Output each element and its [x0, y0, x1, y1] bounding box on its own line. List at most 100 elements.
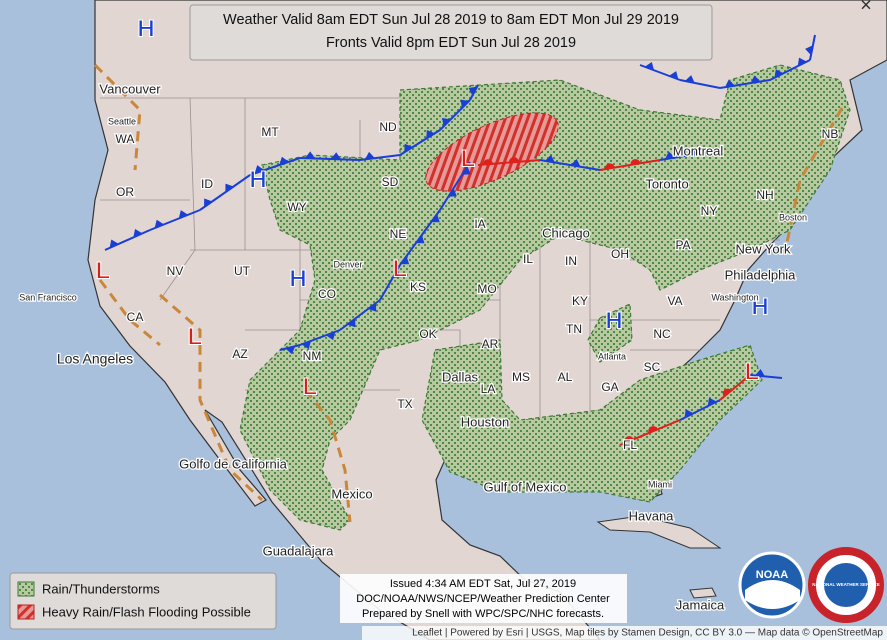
issued-line: Issued 4:34 AM EDT Sat, Jul 27, 2019 — [390, 578, 576, 590]
cold-front-symbol — [750, 75, 761, 84]
cuba — [596, 515, 722, 549]
cold-front-symbol — [204, 198, 213, 208]
cold-front-symbol — [325, 331, 336, 341]
attribution[interactable]: Leaflet | Powered by Esri | USGS, Map ti… — [412, 628, 883, 639]
place-label: MT — [261, 125, 279, 139]
cold-front-symbol — [460, 99, 469, 109]
place-label: Boston — [779, 212, 807, 222]
place-label: SD — [382, 175, 399, 189]
place-label: MS — [512, 370, 530, 384]
place-label: Mexico — [331, 486, 372, 501]
pressure-center: L — [188, 323, 203, 350]
issued-line: DOC/NOAA/NWS/NCEP/Weather Prediction Cen… — [356, 593, 610, 605]
place-label: Los Angeles — [57, 351, 133, 367]
warm-front-symbol — [624, 436, 634, 444]
pressure-center: H — [249, 166, 266, 193]
cold-front-symbol — [109, 239, 119, 248]
front-line — [619, 419, 681, 446]
legend-swatch — [17, 604, 35, 620]
cold-front-symbol — [684, 75, 695, 83]
warm-front-symbol — [482, 159, 493, 165]
front-line — [359, 154, 401, 161]
pressure-center: L — [96, 257, 111, 284]
noaa-text: NOAA — [756, 569, 788, 581]
cold-front-symbol — [301, 340, 311, 350]
place-label: Dallas — [442, 369, 479, 384]
trough — [303, 389, 352, 523]
place-label: CO — [318, 287, 336, 301]
place-label: NB — [822, 127, 839, 141]
cold-front-symbol — [462, 166, 471, 175]
cold-front-symbol — [797, 57, 807, 67]
place-label: LA — [481, 382, 496, 396]
cold-front-symbol — [133, 228, 143, 238]
place-label: NY — [701, 204, 718, 218]
place-label: Toronto — [645, 176, 688, 191]
place-label: Jamaica — [676, 597, 725, 612]
place-label: Guadalajara — [263, 543, 335, 558]
place-label: KY — [572, 294, 588, 308]
cold-front-symbol — [392, 269, 402, 279]
legend-swatch — [17, 581, 35, 597]
place-label: KS — [410, 280, 426, 294]
trough — [159, 293, 264, 502]
cold-front-symbol — [442, 117, 451, 127]
place-label: Philadelphia — [725, 267, 797, 282]
place-label: MO — [477, 282, 496, 296]
cold-front-symbol — [544, 154, 555, 163]
front-line — [379, 264, 401, 301]
place-label: ID — [201, 177, 213, 191]
cold-front-symbol — [404, 143, 413, 153]
place-label: ND — [379, 120, 397, 134]
cold-front-symbol — [644, 61, 655, 71]
trough — [93, 63, 142, 171]
rain-area — [239, 64, 851, 531]
place-label: AL — [558, 370, 573, 384]
place-label: SC — [644, 360, 661, 374]
place-label: CA — [127, 310, 144, 324]
place-label: WA — [116, 132, 135, 146]
place-label: NC — [653, 327, 671, 341]
cold-front-symbol — [431, 214, 440, 223]
place-label: AR — [482, 337, 499, 351]
cold-front-symbol — [724, 79, 735, 88]
place-label: Montreal — [673, 143, 724, 158]
cold-front-symbol — [364, 151, 375, 160]
cold-front-symbol — [754, 368, 765, 377]
place-label: FL — [623, 438, 637, 452]
cold-front-symbol — [285, 346, 296, 355]
cold-front-symbol — [279, 156, 289, 166]
front-line — [477, 159, 541, 166]
place-label: IL — [523, 252, 533, 266]
cold-front-symbol — [690, 147, 701, 156]
place-label: Washington — [711, 292, 758, 302]
cold-front-symbol — [684, 409, 694, 418]
place-label: OK — [419, 327, 436, 341]
warm-front-symbol — [508, 157, 519, 163]
place-label: GA — [601, 380, 618, 394]
attribution-bar — [362, 626, 887, 640]
cold-front-symbol — [707, 397, 717, 407]
place-label: NH — [756, 188, 773, 202]
place-label: WY — [287, 200, 306, 214]
cold-front-symbol — [448, 188, 457, 197]
legend-box — [9, 572, 277, 630]
jamaica-island — [689, 587, 717, 599]
cold-front-symbol — [330, 152, 341, 160]
place-label: Vancouver — [99, 81, 161, 96]
noaa-wave — [745, 580, 800, 609]
pressure-center: L — [745, 358, 760, 385]
place-label: TX — [397, 397, 412, 411]
place-label: VA — [667, 294, 682, 308]
close-button[interactable]: × — [860, 0, 872, 16]
pressure-center: L — [393, 255, 408, 282]
place-label: NE — [390, 227, 407, 241]
legend-label: Heavy Rain/Flash Flooding Possible — [42, 604, 251, 619]
pressure-center: H — [605, 307, 622, 334]
cold-front-symbol — [664, 151, 675, 160]
place-label: NM — [303, 349, 322, 363]
subtitle: Fronts Valid 8pm EDT Sun Jul 28 2019 — [326, 35, 576, 51]
cold-front-symbol — [400, 256, 410, 265]
cold-front-symbol — [426, 129, 435, 139]
place-label: Houston — [461, 414, 509, 429]
